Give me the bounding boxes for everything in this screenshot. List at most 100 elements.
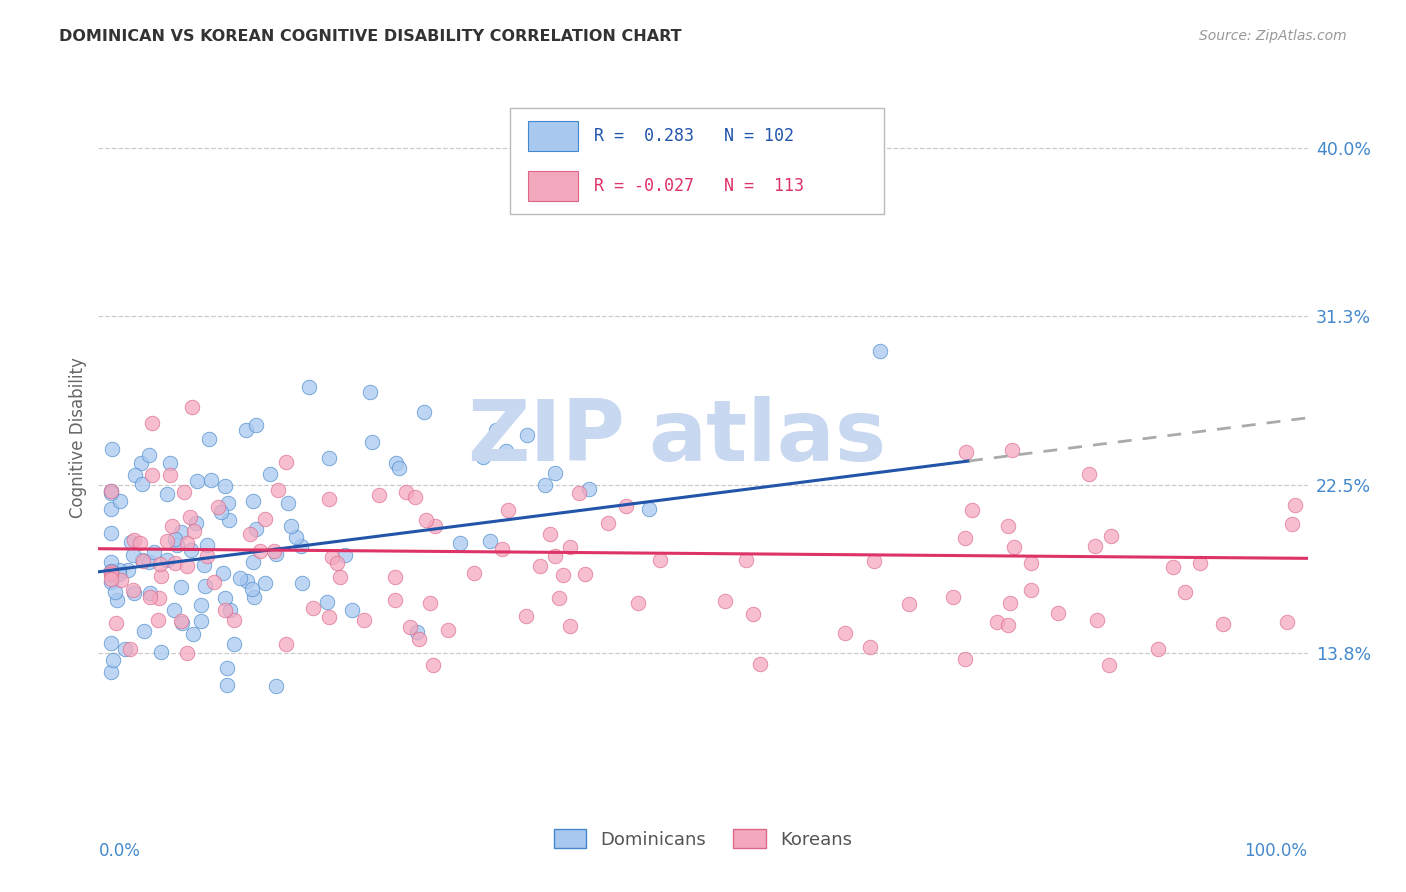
- Point: [463, 566, 485, 581]
- Text: atlas: atlas: [648, 395, 887, 479]
- Point: [131, 553, 153, 567]
- Point: [108, 494, 131, 508]
- Point: [253, 576, 276, 591]
- Point: [176, 559, 198, 574]
- Point: [290, 539, 312, 553]
- Point: [496, 503, 519, 517]
- Point: [181, 400, 204, 414]
- Point: [200, 473, 222, 487]
- Point: [1147, 642, 1170, 657]
- Point: [214, 591, 236, 606]
- Legend: Dominicans, Koreans: Dominicans, Koreans: [547, 822, 859, 856]
- Point: [955, 445, 977, 459]
- Point: [132, 624, 155, 639]
- Point: [384, 570, 406, 584]
- Point: [122, 583, 145, 598]
- FancyBboxPatch shape: [527, 121, 578, 152]
- Point: [100, 501, 122, 516]
- Point: [291, 576, 314, 591]
- Point: [368, 488, 391, 502]
- Point: [1002, 541, 1025, 555]
- Point: [163, 532, 186, 546]
- Point: [166, 538, 188, 552]
- Point: [245, 522, 267, 536]
- Point: [190, 598, 212, 612]
- Point: [122, 586, 145, 600]
- Point: [1078, 467, 1101, 481]
- Point: [195, 549, 218, 564]
- Point: [149, 557, 172, 571]
- Point: [139, 590, 162, 604]
- Point: [997, 519, 1019, 533]
- Point: [264, 679, 287, 693]
- Point: [100, 567, 122, 582]
- Point: [181, 627, 204, 641]
- Point: [863, 554, 886, 568]
- Point: [953, 652, 976, 666]
- Point: [614, 499, 637, 513]
- Point: [217, 496, 239, 510]
- Point: [1275, 615, 1298, 629]
- Point: [212, 566, 235, 580]
- Point: [408, 632, 430, 646]
- Point: [110, 573, 132, 587]
- Point: [1000, 442, 1022, 457]
- Point: [353, 613, 375, 627]
- Point: [242, 494, 264, 508]
- Point: [997, 618, 1019, 632]
- Point: [141, 468, 163, 483]
- Point: [143, 544, 166, 558]
- Point: [626, 597, 648, 611]
- Point: [1098, 657, 1121, 672]
- Point: [146, 613, 169, 627]
- Point: [159, 468, 181, 483]
- Point: [264, 547, 287, 561]
- Point: [748, 657, 770, 671]
- Point: [101, 653, 124, 667]
- Point: [100, 564, 122, 578]
- Point: [236, 574, 259, 588]
- Point: [478, 533, 501, 548]
- Point: [169, 614, 191, 628]
- Point: [298, 379, 321, 393]
- Point: [578, 482, 600, 496]
- Point: [100, 555, 122, 569]
- Point: [214, 478, 236, 492]
- Point: [209, 505, 232, 519]
- Point: [155, 533, 177, 548]
- Point: [516, 428, 538, 442]
- Point: [318, 491, 340, 506]
- Point: [117, 563, 139, 577]
- Point: [558, 619, 581, 633]
- Point: [122, 533, 145, 548]
- Point: [150, 645, 173, 659]
- Point: [170, 615, 193, 630]
- Point: [254, 512, 277, 526]
- Point: [162, 519, 184, 533]
- Point: [834, 626, 856, 640]
- Point: [100, 636, 122, 650]
- FancyBboxPatch shape: [527, 170, 578, 201]
- Point: [485, 423, 508, 437]
- Point: [529, 559, 551, 574]
- Point: [1099, 528, 1122, 542]
- Point: [384, 456, 406, 470]
- Point: [962, 503, 984, 517]
- Point: [105, 592, 128, 607]
- Point: [596, 516, 619, 530]
- Point: [898, 597, 921, 611]
- Point: [184, 516, 207, 531]
- Point: [100, 526, 122, 541]
- Point: [360, 434, 382, 449]
- Point: [1174, 585, 1197, 599]
- Point: [129, 536, 152, 550]
- Point: [100, 442, 122, 456]
- Point: [138, 555, 160, 569]
- FancyBboxPatch shape: [509, 108, 884, 214]
- Point: [194, 579, 217, 593]
- Point: [1212, 617, 1234, 632]
- Point: [204, 575, 226, 590]
- Point: [395, 485, 418, 500]
- Point: [108, 566, 131, 581]
- Point: [131, 476, 153, 491]
